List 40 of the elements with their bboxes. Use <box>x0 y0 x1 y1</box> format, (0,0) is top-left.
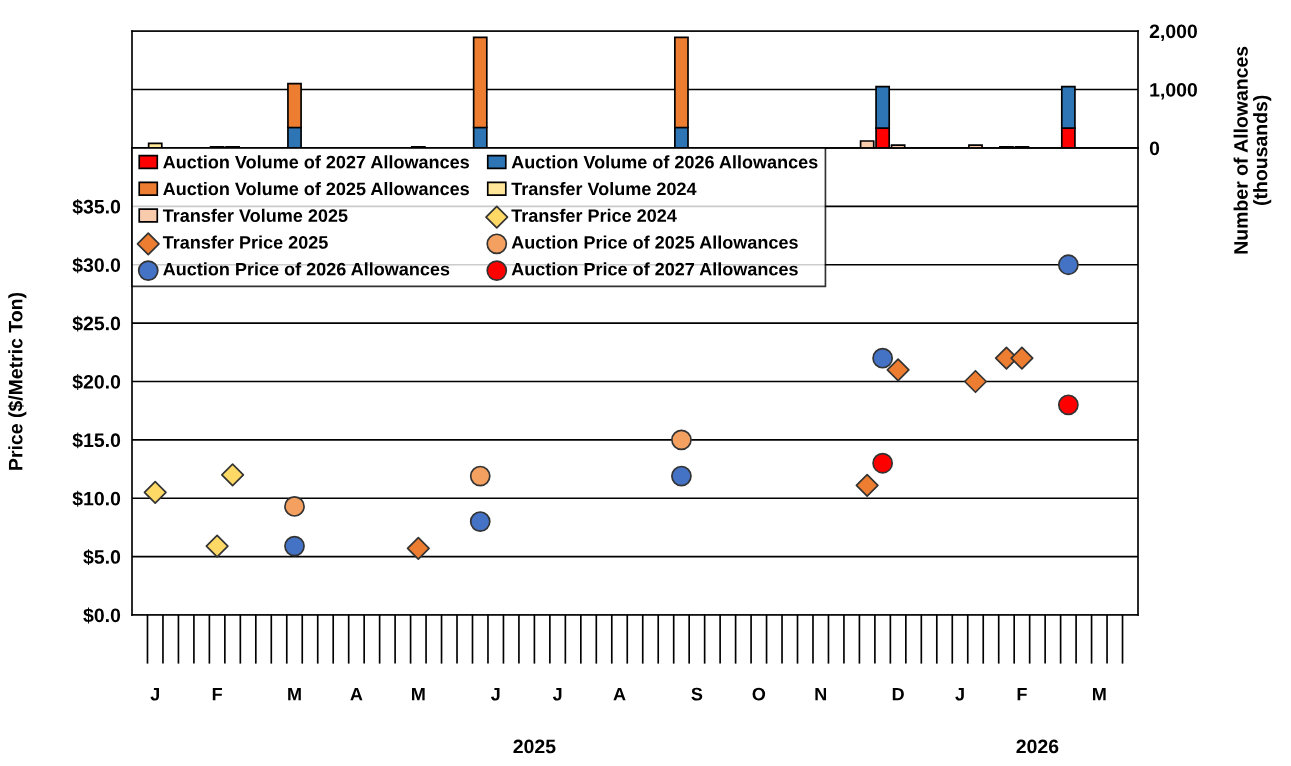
x-tick-label: A <box>613 687 626 701</box>
text: 2026 <box>1016 739 1059 754</box>
y-tick-label: 2,000 <box>1149 24 1197 42</box>
y-tick-label: 0 <box>1149 141 1160 156</box>
y-tick-label: 1,000 <box>1150 82 1197 100</box>
y-tick-label: $35.0 <box>72 198 121 215</box>
y-tick-label: $25.0 <box>72 315 121 332</box>
legend-label: Auction Price of 2025 Allowances <box>511 235 798 249</box>
legend-label: Auction Volume of 2025 Allowances <box>163 181 469 196</box>
y-tick-label: $20.0 <box>72 374 121 390</box>
legend-label: Transfer Price 2025 <box>162 235 328 249</box>
x-tick-label: F <box>212 687 222 701</box>
legend-label: Transfer Volume 2025 <box>162 208 348 223</box>
y-axis-title: Price ($/Metric Ton) <box>7 292 27 470</box>
x-tick-label: J <box>150 687 159 701</box>
x-tick-label: D <box>892 687 904 701</box>
x-tick-label: M <box>1093 687 1106 701</box>
x-tick-label: J <box>955 687 964 701</box>
legend-label: Auction Volume of 2026 Allowances <box>511 155 818 169</box>
legend-label: Auction Price of 2026 Allowances <box>163 262 450 276</box>
x-tick-label: J <box>552 687 562 701</box>
y-axis-title: Number of Allowances (thousands) <box>1233 46 1272 254</box>
y-tick-label: $30.0 <box>72 257 121 274</box>
x-tick-label: M <box>412 687 425 701</box>
y-tick-label: $0.0 <box>83 607 121 624</box>
x-tick-label: F <box>1017 687 1027 701</box>
y-tick-label: $5.0 <box>83 549 121 566</box>
y-tick-label: $10.0 <box>72 490 121 507</box>
x-tick-label: A <box>350 687 363 701</box>
x-tick-label: M <box>288 687 301 701</box>
x-tick-label: S <box>691 687 703 701</box>
text: 2025 <box>513 739 556 754</box>
legend-label: Transfer Volume 2024 <box>511 181 697 196</box>
x-tick-label: J <box>490 687 500 701</box>
legend-label: Auction Volume of 2027 Allowances <box>163 155 469 169</box>
y-tick-label: $15.0 <box>72 432 121 449</box>
legend-label: Transfer Price 2024 <box>511 208 677 223</box>
legend-label: Auction Price of 2027 Allowances <box>511 262 798 276</box>
x-tick-label: N <box>815 687 827 701</box>
x-tick-label: O <box>752 687 766 701</box>
